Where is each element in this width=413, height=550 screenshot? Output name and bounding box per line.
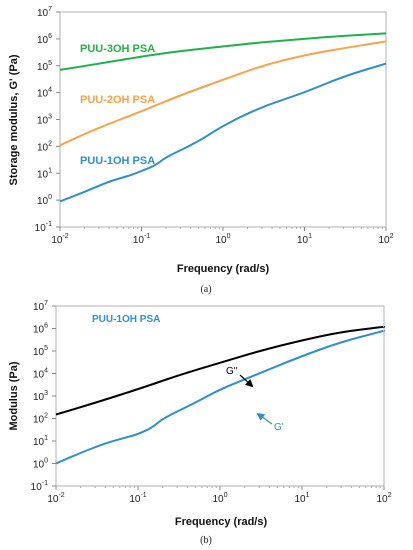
x-tick-label: 10-2: [47, 492, 64, 505]
chart-a-series: [59, 32, 387, 203]
chart-b-caption: (b): [200, 535, 212, 546]
series-line-a-1: [59, 40, 387, 147]
y-tick-label: 102: [33, 413, 48, 426]
series-label: PUU-3OH PSA: [80, 43, 155, 55]
x-tick-label: 10-1: [133, 233, 150, 246]
y-tick-label: 107: [37, 6, 52, 19]
y-tick-label: 105: [37, 60, 52, 73]
x-tick-label: 100: [212, 492, 227, 505]
y-tick-label: 104: [37, 87, 52, 100]
chart-b-series: [55, 325, 386, 465]
y-tick-label: 106: [33, 323, 48, 336]
x-tick-label: 101: [294, 492, 309, 505]
g-double-prime-arrow: [239, 374, 254, 388]
chart-a-y-axis-title: Storage modulus, G' (Pa): [8, 54, 20, 185]
x-tick-label: 10-2: [51, 233, 68, 246]
x-tick-label: 101: [297, 233, 312, 246]
series-label: PUU-2OH PSA: [80, 94, 155, 106]
g-prime-arrow: [256, 412, 273, 425]
y-tick-label: 103: [33, 390, 48, 403]
chart-b-y-axis-title: Modulus (Pa): [8, 361, 20, 430]
chart-b-x-ticks: 10-2 10-1 100 101 102: [47, 486, 392, 505]
series-line-b-0: [55, 325, 386, 416]
chart-a-series-labels: PUU-3OH PSA PUU-2OH PSA PUU-1OH PSA: [80, 43, 155, 167]
y-tick-label: 100: [33, 458, 48, 471]
series-line-a-0: [59, 32, 387, 71]
x-tick-label: 10-1: [129, 492, 146, 505]
chart-b-title: PUU-1OH PSA: [92, 314, 160, 325]
chart-a-x-axis-title: Frequency (rad/s): [177, 263, 270, 275]
chart-b-annotations: G'' G': [226, 366, 284, 433]
y-tick-label: 100: [37, 194, 52, 207]
chart-a: 10-2 10-1 100 101 102 10-1100101102103104105…: [8, 6, 394, 295]
chart-a-caption: (a): [200, 284, 211, 295]
y-tick-label: 102: [37, 140, 52, 153]
series-line-b-1: [55, 329, 386, 465]
series-line-a-2: [59, 62, 387, 203]
chart-b: 10-2 10-1 100 101 102 10-1100101102103104105…: [8, 300, 392, 546]
y-tick-label: 10-1: [31, 480, 48, 493]
y-tick-label: 10-1: [35, 221, 52, 234]
series-label: PUU-1OH PSA: [80, 155, 155, 167]
chart-b-x-axis-title: Frequency (rad/s): [175, 516, 268, 528]
y-tick-label: 101: [37, 167, 52, 180]
g-double-prime-label: G'': [226, 366, 238, 377]
x-tick-label: 102: [376, 492, 391, 505]
y-tick-label: 106: [37, 33, 52, 46]
y-tick-label: 105: [33, 345, 48, 358]
x-tick-label: 100: [215, 233, 230, 246]
chart-a-y-ticks: 10-1 100 101 102 103 104 105 106 107: [35, 6, 60, 234]
y-tick-label: 107: [33, 300, 48, 313]
x-tick-label: 102: [378, 233, 393, 246]
chart-b-y-ticks: 10-1 100 101 102 103 104 105 106 107: [31, 300, 56, 493]
y-tick-label: 101: [33, 435, 48, 448]
g-prime-label: G': [274, 422, 284, 433]
y-tick-label: 104: [33, 368, 48, 381]
chart-a-x-ticks: 10-2 10-1 100 101 102: [51, 227, 394, 246]
y-tick-label: 103: [37, 114, 52, 127]
